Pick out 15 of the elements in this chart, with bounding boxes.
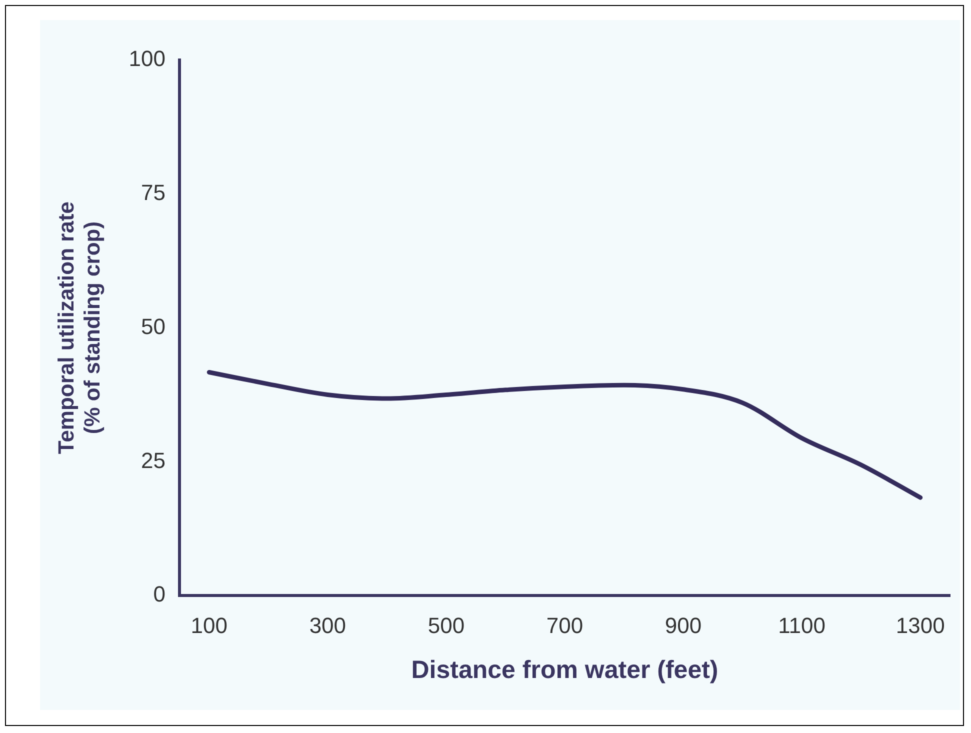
- x-tick-label: 100: [190, 612, 228, 638]
- y-tick-label: 100: [128, 46, 166, 72]
- x-tick-label: 300: [309, 612, 346, 638]
- y-tick-label: 25: [141, 448, 166, 473]
- y-tick-label: 0: [153, 582, 166, 607]
- x-tick-label: 1300: [896, 612, 945, 638]
- line-series: [206, 370, 923, 500]
- x-tick-label: 1100: [778, 612, 826, 638]
- x-tick-label: 500: [428, 612, 465, 638]
- y-axis-title: Temporal utilization rate (% of standing crop): [53, 201, 105, 454]
- x-tick-label: 700: [546, 612, 584, 638]
- x-axis-title: Distance from water (feet): [411, 656, 718, 684]
- y-tick-label: 75: [141, 180, 166, 205]
- x-tick-label: 900: [664, 612, 702, 638]
- y-tick-label: 50: [141, 314, 166, 339]
